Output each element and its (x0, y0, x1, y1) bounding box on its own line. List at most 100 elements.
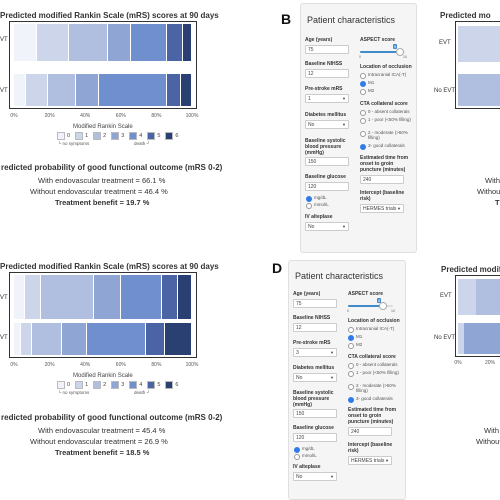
chevron-down-icon: ▼ (385, 458, 389, 463)
panel-c-noevt-segment-mrs-0 (14, 323, 22, 355)
panel-a-legend-swatch-6 (165, 132, 174, 140)
panel-b-sbp-label: Baseline systolic blood pressure (mmHg) (305, 138, 346, 156)
panel-a-noevt-segment-mrs-3 (76, 74, 100, 106)
panel-d-ivt-select[interactable]: No ▼ (293, 472, 337, 481)
panel-b-intercept-select[interactable]: HERMES trials ▼ (360, 204, 404, 213)
panel-b-age-input[interactable]: 75 (305, 45, 349, 54)
panel-d-row-label-evt: EVT (440, 293, 452, 299)
panel-a-tick-3: 60% (115, 113, 126, 119)
panel-b-time-input[interactable]: 240 (360, 175, 404, 184)
panel-d-glucose-input[interactable]: 120 (293, 433, 337, 442)
panel-d-collateral-1[interactable]: 1 - poor (<50% filling) (348, 370, 402, 377)
panel-d-glucose-mgdl-radio[interactable]: mg/dL (294, 446, 315, 453)
panel-d-intercept-select[interactable]: HERMES trials ▼ (348, 456, 392, 465)
panel-c-evt-segment-mrs-0 (14, 275, 25, 319)
panel-d-nihss-label: Baseline NIHSS (293, 315, 331, 321)
panel-c-legend-swatch-1 (75, 381, 84, 389)
panel-b-letter: B (281, 11, 292, 27)
panel-d-collateral-3[interactable]: 3- good collaterals (348, 396, 393, 403)
chevron-down-icon: ▼ (330, 474, 334, 479)
panel-d-diabetes-select[interactable]: No ▼ (293, 373, 337, 382)
panel-d-collateral-2-text: 2 - moderate (>50% filling) (356, 383, 396, 393)
panel-b-aspect-handle[interactable] (396, 48, 404, 56)
panel-b-glucose-label: Baseline glucose (305, 174, 346, 180)
panel-b-sbp-input[interactable]: 150 (305, 157, 349, 166)
panel-d-collateral-0-text: 0 - absent collaterals (356, 362, 398, 367)
panel-c-plot-frame (9, 272, 197, 358)
panel-c-legend-label-2: 2 (103, 382, 107, 388)
panel-b-diabetes-select[interactable]: No ▼ (305, 120, 349, 129)
panel-d-bar-noevt-1 (458, 323, 464, 354)
chevron-down-icon: ▼ (397, 206, 401, 211)
panel-b-collateral-label: CTA collateral score (360, 101, 408, 107)
panel-d-aspect-handle[interactable] (379, 302, 387, 310)
panel-d-collateral-2[interactable]: 2 - moderate (>50% filling) (348, 383, 402, 393)
panel-c-tick-4: 80% (151, 362, 162, 368)
panel-d-sidebar-title: Patient characteristics (295, 271, 384, 281)
panel-b-occlusion-m1[interactable]: M1 (360, 80, 374, 87)
panel-b-ivt-select[interactable]: No ▼ (305, 222, 349, 231)
panel-d-occlusion-m2[interactable]: M2 (348, 342, 362, 349)
panel-b-collateral-1[interactable]: 1 - poor (<50% filling) (360, 117, 414, 124)
panel-b-benefit: T (495, 198, 500, 207)
panel-d-glucose-label: Baseline glucose (293, 425, 334, 431)
chevron-down-icon: ▼ (330, 375, 334, 380)
panel-d-occlusion-m1[interactable]: M1 (348, 334, 362, 341)
panel-d-time-input[interactable]: 240 (348, 427, 392, 436)
panel-d-occlusion-ica[interactable]: Intracranial ICA(-T) (348, 326, 394, 333)
panel-b-occlusion-ica[interactable]: Intracranial ICA(-T) (360, 72, 406, 79)
panel-b-chart-title: Predicted mo (440, 11, 491, 20)
panel-c-legend-swatch-4 (129, 381, 138, 389)
panel-a-evt-segment-mrs-0 (14, 24, 38, 61)
panel-c-death-label: death ┘ (134, 390, 150, 395)
panel-a-plot-frame (9, 21, 197, 109)
panel-c-no-symptoms-text: no symptoms (62, 390, 90, 395)
panel-b-with-evt: With (485, 176, 500, 185)
panel-d-age-input[interactable]: 75 (293, 299, 337, 308)
panel-d-ivt-value: No (296, 474, 303, 480)
panel-c-evt-segment-mrs-4 (120, 275, 162, 319)
panel-b-row-label-noevt: No EVT (434, 88, 456, 94)
panel-d-with-evt: With (484, 426, 499, 435)
panel-c-noevt-segment-mrs-4 (86, 323, 146, 355)
panel-b-glucose-mgdl-radio[interactable]: mg/dL (306, 195, 327, 202)
panel-a-legend-swatch-2 (93, 132, 102, 140)
panel-b-collateral-2[interactable]: 2 - moderate (>50% filling) (360, 130, 414, 140)
panel-c-legend-label-6: 6 (175, 382, 179, 388)
chevron-down-icon: ▼ (342, 96, 346, 101)
panel-a-legend-swatch-0 (57, 132, 65, 140)
panel-c-evt-segment-mrs-5 (161, 275, 178, 319)
panel-b-nihss-label: Baseline NIHSS (305, 61, 343, 67)
panel-b-prestroke-select[interactable]: 1 ▼ (305, 94, 349, 103)
panel-c-tick-1: 20% (44, 362, 55, 368)
panel-d-nihss-input[interactable]: 12 (293, 323, 337, 332)
panel-a-legend: 0 1 2 3 4 5 6 (54, 132, 178, 140)
panel-c-legend-label-4: 4 (139, 382, 143, 388)
panel-d-occlusion-m1-text: M1 (356, 334, 363, 339)
panel-a-no-symptoms-label: └ no symptoms (58, 141, 90, 146)
panel-a-legend-swatch-5 (147, 132, 156, 140)
panel-b-glucose-input[interactable]: 120 (305, 182, 349, 191)
panel-d-diabetes-value: No (296, 375, 303, 381)
panel-a-prob-title: redicted probability of good functional … (1, 163, 223, 172)
panel-b-occlusion-m2[interactable]: M2 (360, 88, 374, 95)
panel-a-legend-label-4: 4 (139, 133, 143, 139)
chevron-down-icon: ▼ (330, 350, 334, 355)
panel-d-sbp-input[interactable]: 150 (293, 409, 337, 418)
panel-a-death-label: death ┘ (134, 141, 150, 146)
panel-b-collateral-0[interactable]: 0 - absent collaterals (360, 109, 410, 116)
panel-b-glucose-mmol-radio[interactable]: mmol/L (306, 202, 329, 209)
panel-a-legend-label-1: 1 (85, 133, 89, 139)
panel-d-glucose-mmol-radio[interactable]: mmol/L (294, 453, 317, 460)
panel-d-prestroke-select[interactable]: 3 ▼ (293, 348, 337, 357)
panel-b-collateral-3[interactable]: 3- good collaterals (360, 143, 405, 150)
panel-b-nihss-input[interactable]: 12 (305, 69, 349, 78)
panel-b-aspect-fill (360, 51, 400, 53)
panel-a-legend-label-3: 3 (121, 133, 125, 139)
panel-a-legend-label-2: 2 (103, 133, 107, 139)
panel-b-collateral-2-text: 2 - moderate (>50% filling) (368, 130, 408, 140)
panel-d-aspect-label: ASPECT score (348, 291, 384, 297)
panel-d-collateral-0[interactable]: 0 - absent collaterals (348, 362, 398, 369)
panel-c-legend: 0 1 2 3 4 5 6 (54, 381, 178, 389)
panel-b-prestroke-value: 1 (308, 96, 311, 102)
